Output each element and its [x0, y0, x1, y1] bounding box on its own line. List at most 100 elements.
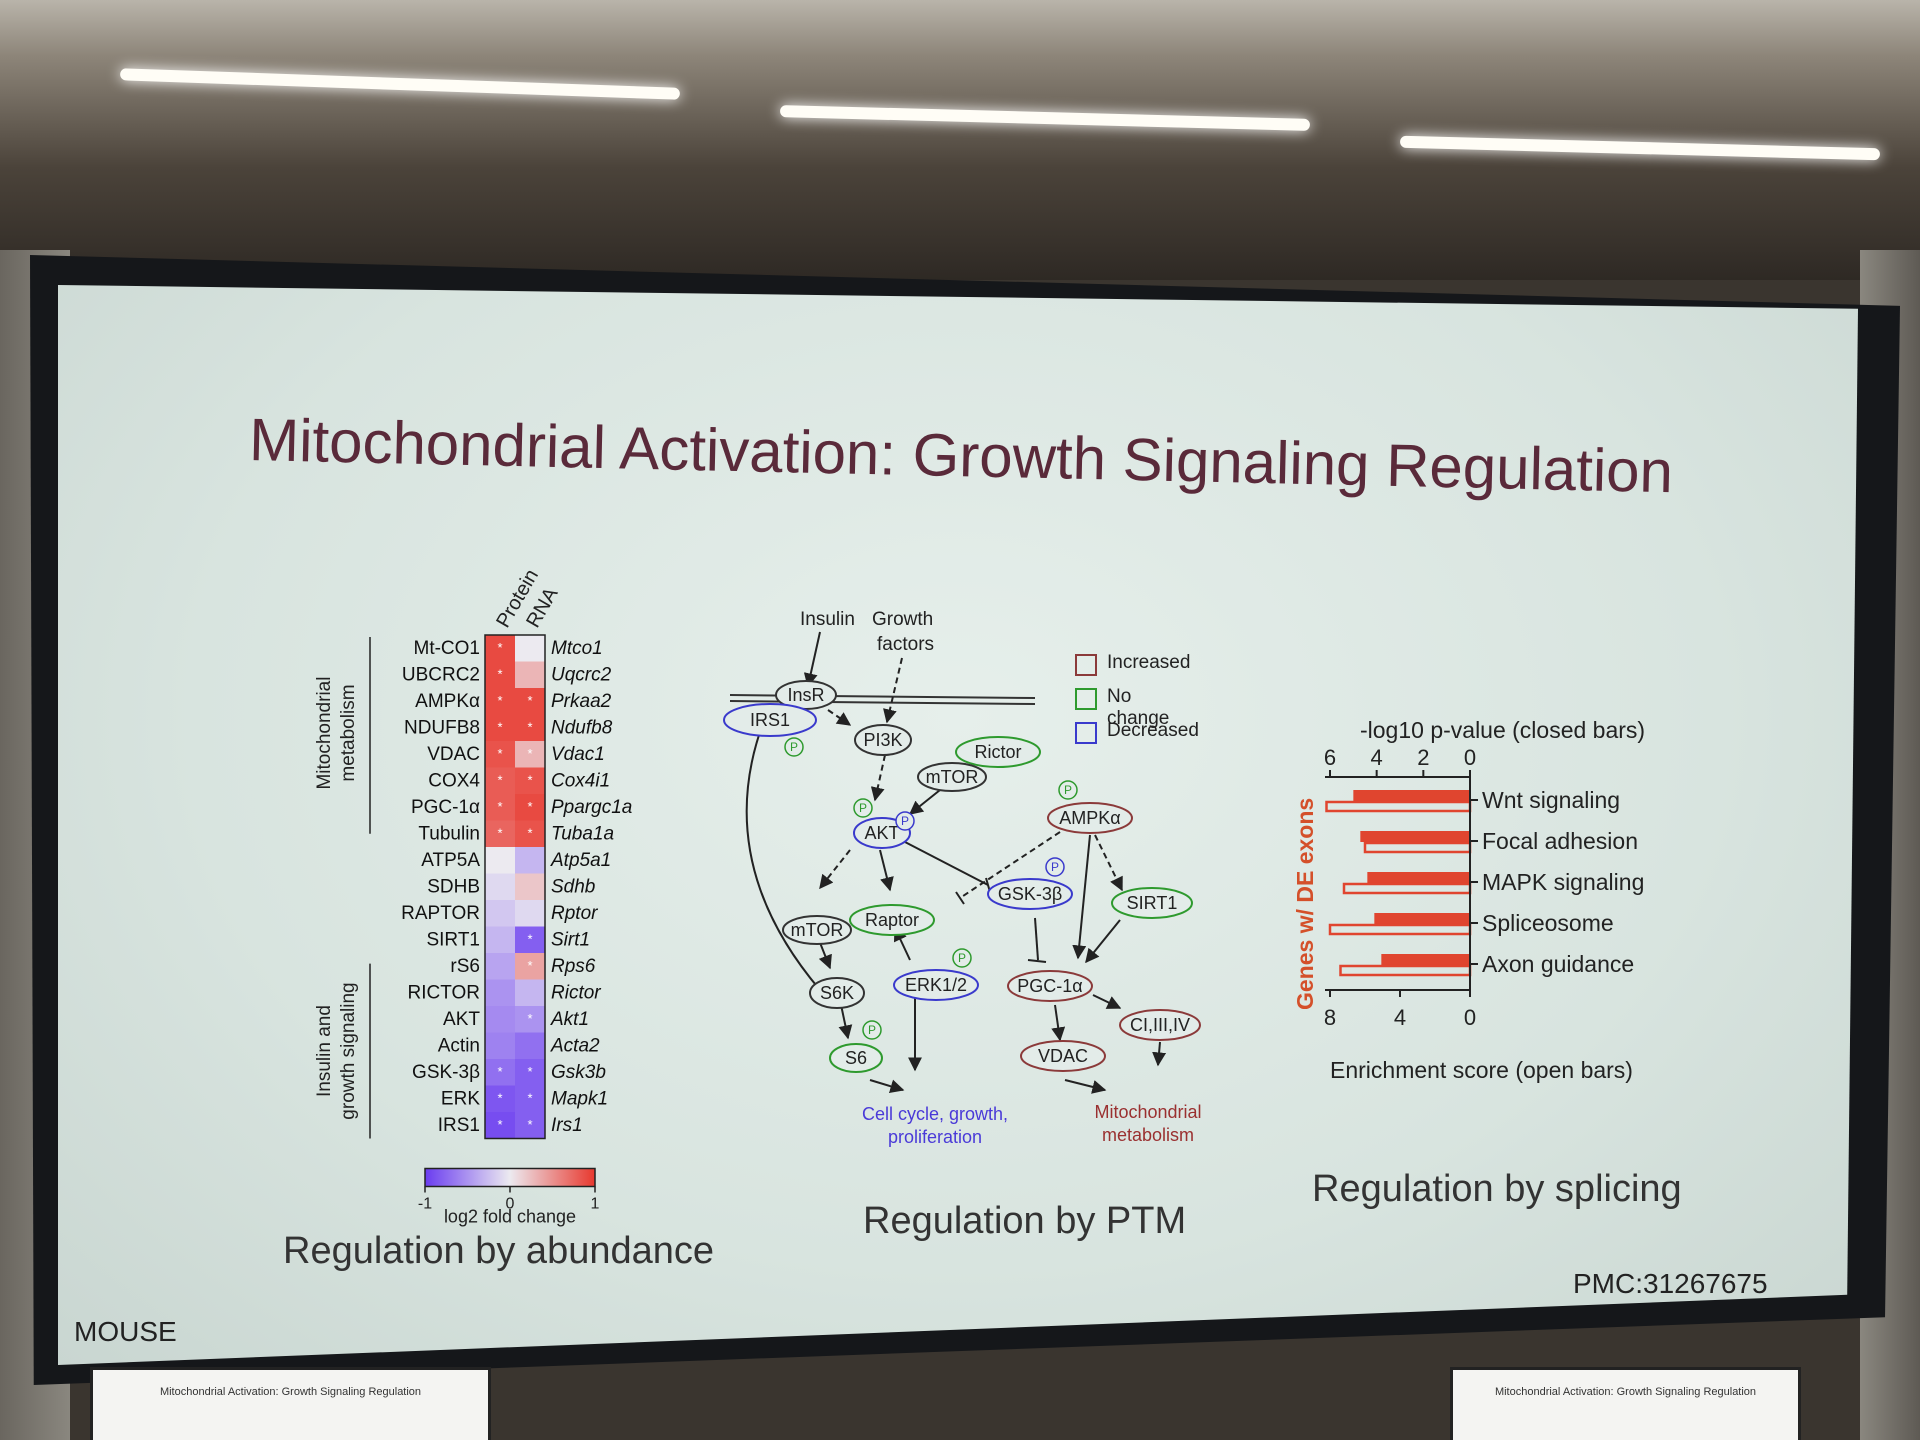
heatmap-cell-rna — [515, 741, 545, 768]
splicing-bottom-axis-label: Enrichment score (open bars) — [1330, 1057, 1633, 1083]
category-label: Axon guidance — [1482, 951, 1634, 977]
gene-label: Akt1 — [550, 1009, 589, 1030]
protein-label: PGC-1α — [411, 797, 480, 818]
heatmap-cell-rna — [515, 953, 545, 980]
phospho-irs1: P — [790, 740, 798, 754]
node-ci: CI,III,IV — [1130, 1015, 1190, 1035]
closed-bar — [1374, 913, 1470, 924]
confidence-monitor-right: Mitochondrial Activation: Growth Signali… — [1450, 1367, 1801, 1440]
slide — [58, 285, 1858, 1365]
significance-star: * — [527, 826, 532, 841]
node-mtor-2: mTOR — [791, 920, 844, 940]
phospho-gsk3b: P — [1051, 860, 1059, 874]
heatmap-cell-protein — [485, 688, 515, 715]
heatmap-cell-rna — [515, 688, 545, 715]
phospho-ampk: P — [1064, 783, 1072, 797]
heatmap-cell-protein — [485, 953, 515, 980]
heatmap-cell-protein — [485, 1112, 515, 1139]
protein-label: ERK — [441, 1089, 480, 1110]
heatmap-cell-rna — [515, 1032, 545, 1059]
significance-star: * — [497, 693, 502, 708]
protein-label: UBCRC2 — [402, 665, 480, 686]
significance-star: * — [497, 799, 502, 814]
splicing-panel: -log10 p-value (closed bars) 6 4 2 0 8 4 0 Wn… — [1290, 700, 1710, 1100]
significance-star: * — [527, 958, 532, 973]
monitor-right-text: Mitochondrial Activation: Growth Signali… — [1494, 1386, 1757, 1398]
group-label: Mitochondrial — [314, 677, 335, 790]
gene-label: Sirt1 — [551, 930, 590, 951]
open-bar — [1339, 964, 1472, 977]
heatmap-cell-rna — [515, 820, 545, 847]
heatmap-cell-rna — [515, 661, 545, 688]
group-label: Insulin and — [314, 1005, 335, 1097]
closed-bar — [1353, 790, 1470, 801]
significance-star: * — [497, 640, 502, 655]
open-bar — [1328, 923, 1472, 936]
node-insr: InsR — [787, 685, 824, 705]
significance-star: * — [527, 1064, 532, 1079]
gene-label: Uqcrc2 — [551, 665, 612, 686]
splicing-y-axis-label: Genes w/ DE exons — [1292, 798, 1318, 1010]
significance-star: * — [527, 773, 532, 788]
bottom-tick-label: 4 — [1394, 1005, 1406, 1030]
heatmap-cell-rna — [515, 926, 545, 953]
heatmap-cell-protein — [485, 635, 515, 662]
legend-label-no-change: No change — [1107, 686, 1170, 729]
protein-label: GSK-3β — [412, 1062, 480, 1083]
legend-box-increased — [1075, 654, 1097, 676]
citation: PMC:31267675 — [1573, 1268, 1768, 1299]
heatmap-cell-protein — [485, 926, 515, 953]
protein-label: COX4 — [428, 771, 480, 792]
confidence-monitor-left: Mitochondrial Activation: Growth Signali… — [90, 1367, 491, 1440]
legend-label-increased: Increased — [1107, 652, 1191, 673]
ptm-panel: Insulin Growth factors — [720, 600, 1240, 1160]
protein-label: VDAC — [427, 744, 480, 765]
significance-star: * — [497, 1091, 502, 1106]
heatmap-cell-protein — [485, 661, 515, 688]
node-irs1: IRS1 — [750, 710, 790, 730]
ptm-diagram: Insulin Growth factors — [723, 609, 1202, 1147]
heatmap-cell-protein — [485, 820, 515, 847]
significance-star: * — [527, 799, 532, 814]
abundance-panel-title: Regulation by abundance — [283, 1230, 715, 1272]
heatmap-cell-rna — [515, 1112, 545, 1139]
ptm-panel-title: Regulation by PTM — [863, 1200, 1187, 1242]
phospho-akt-1: P — [859, 801, 867, 815]
node-pi3k: PI3K — [863, 730, 902, 750]
bottom-tick-label: 8 — [1324, 1005, 1336, 1030]
heatmap-cell-protein — [485, 741, 515, 768]
node-erk: ERK1/2 — [905, 975, 967, 995]
top-tick-label: 2 — [1417, 745, 1429, 770]
significance-star: * — [527, 720, 532, 735]
heatmap-border — [484, 634, 546, 1140]
significance-star: * — [527, 1011, 532, 1026]
output-cell-cycle: Cell cycle, growth, — [862, 1104, 1008, 1124]
input-growth-factors: Growth — [872, 609, 933, 630]
legend-box-decreased — [1075, 722, 1097, 744]
gene-label: Irs1 — [551, 1115, 583, 1136]
top-tick-label: 0 — [1464, 745, 1476, 770]
significance-star: * — [497, 720, 502, 735]
gene-label: Cox4i1 — [551, 771, 610, 792]
group-label: metabolism — [338, 684, 359, 781]
colorbar-tick-label: 1 — [591, 1196, 600, 1213]
group-label: growth signaling — [338, 982, 359, 1119]
node-ampk: AMPKα — [1059, 808, 1120, 828]
heatmap-cell-protein — [485, 900, 515, 927]
significance-star: * — [497, 746, 502, 761]
heatmap-cell-protein — [485, 1085, 515, 1112]
ceiling — [0, 0, 1920, 280]
heatmap-cell-rna — [515, 873, 545, 900]
gene-label: Gsk3b — [551, 1062, 606, 1083]
output-cell-cycle-line2: proliferation — [888, 1127, 982, 1147]
gene-label: Rictor — [551, 983, 601, 1004]
protein-label: AMPKα — [415, 691, 480, 712]
colorbar-label: log2 fold change — [444, 1207, 576, 1227]
gene-label: Tuba1a — [551, 824, 614, 845]
node-raptor: Raptor — [865, 910, 919, 930]
colorbar-tick-label: -1 — [418, 1196, 432, 1213]
heatmap-cell-protein — [485, 794, 515, 821]
splicing-top-axis-label: -log10 p-value (closed bars) — [1360, 717, 1645, 743]
heatmap-cell-protein — [485, 767, 515, 794]
